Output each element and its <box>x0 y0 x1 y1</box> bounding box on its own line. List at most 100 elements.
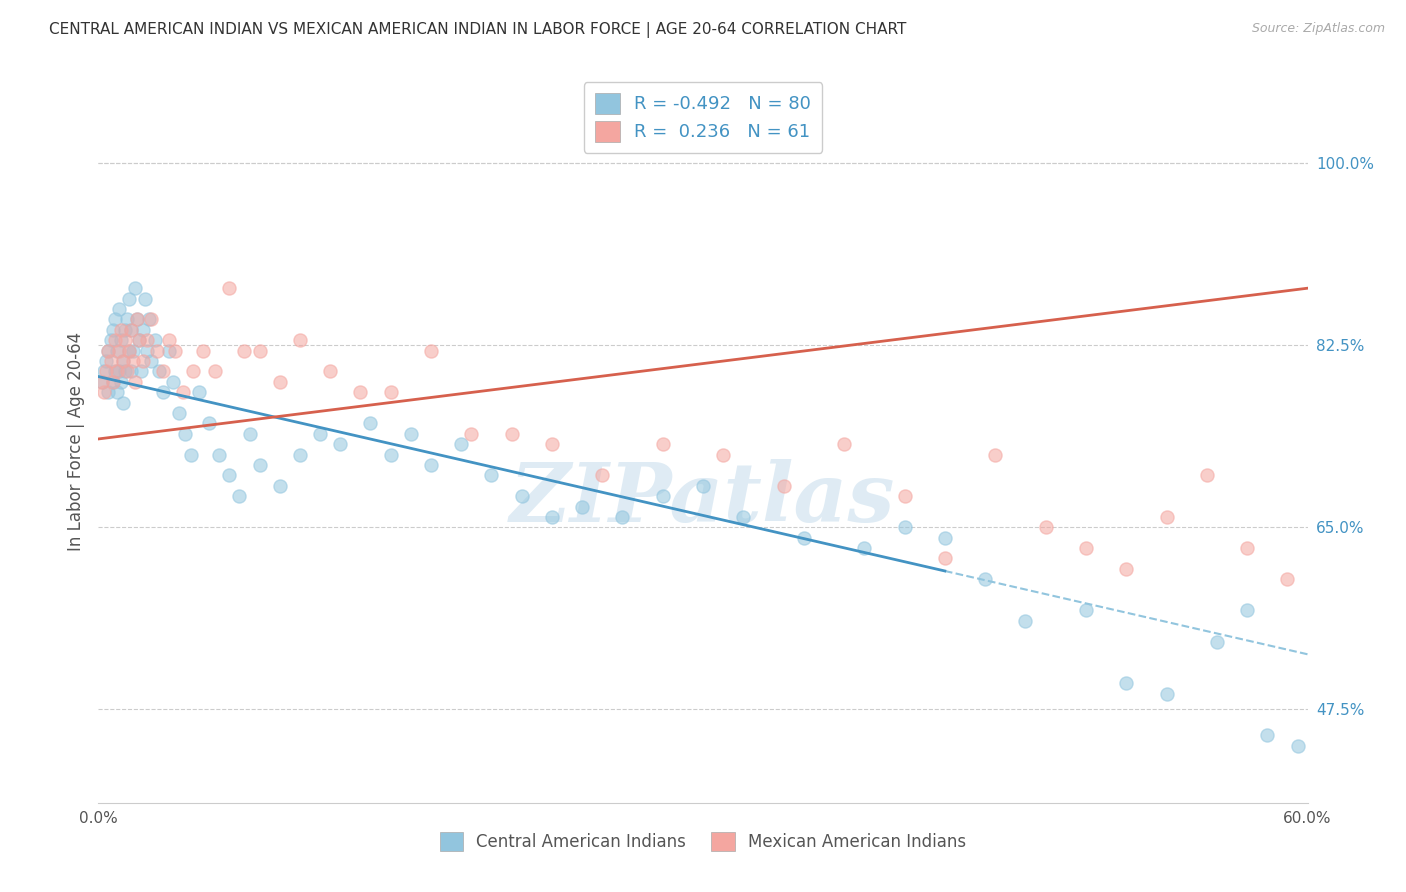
Point <box>193 343 215 358</box>
Point <box>380 448 402 462</box>
Point <box>115 312 138 326</box>
Point <box>571 500 593 514</box>
Point <box>135 333 157 347</box>
Point <box>93 364 115 378</box>
Point <box>1286 739 1309 753</box>
Point <box>107 343 129 358</box>
Point <box>319 364 342 378</box>
Point <box>733 509 755 524</box>
Text: ZIPatlas: ZIPatlas <box>510 459 896 540</box>
Point <box>1156 509 1178 524</box>
Point <box>101 323 124 337</box>
Point <box>157 343 180 358</box>
Point <box>893 489 915 503</box>
Point <box>181 364 204 378</box>
Point <box>349 385 371 400</box>
Point <box>793 531 815 545</box>
Point <box>188 385 211 400</box>
Point <box>129 364 152 378</box>
Point <box>97 385 120 400</box>
Point <box>163 343 186 358</box>
Point <box>481 468 503 483</box>
Point <box>1236 603 1258 617</box>
Point <box>711 448 734 462</box>
Point <box>114 323 136 337</box>
Point <box>591 468 613 483</box>
Point <box>288 448 311 462</box>
Point <box>204 364 226 378</box>
Point <box>111 395 134 409</box>
Point <box>105 385 128 400</box>
Point <box>97 343 120 358</box>
Point <box>853 541 876 555</box>
Point <box>174 426 197 441</box>
Point <box>1074 541 1097 555</box>
Point <box>110 323 132 337</box>
Point <box>984 448 1007 462</box>
Point <box>1316 489 1339 503</box>
Point <box>91 375 114 389</box>
Point <box>651 437 673 451</box>
Point <box>105 364 128 378</box>
Point <box>232 343 254 358</box>
Point <box>1256 728 1278 742</box>
Point <box>124 281 146 295</box>
Point <box>107 364 129 378</box>
Point <box>249 458 271 472</box>
Point <box>218 281 240 295</box>
Point <box>100 333 122 347</box>
Point <box>934 531 956 545</box>
Point <box>772 479 794 493</box>
Point <box>139 354 162 368</box>
Point <box>1236 541 1258 555</box>
Point <box>208 448 231 462</box>
Point <box>101 375 124 389</box>
Point <box>114 333 136 347</box>
Point <box>269 479 291 493</box>
Point <box>157 333 180 347</box>
Point <box>198 417 221 431</box>
Point <box>152 364 174 378</box>
Point <box>692 479 714 493</box>
Point <box>309 426 332 441</box>
Point <box>110 375 132 389</box>
Point <box>146 343 169 358</box>
Point <box>228 489 250 503</box>
Point <box>118 343 141 358</box>
Point <box>111 354 134 368</box>
Point <box>93 385 115 400</box>
Point <box>218 468 240 483</box>
Point <box>180 448 202 462</box>
Point <box>103 312 125 326</box>
Point <box>110 333 132 347</box>
Point <box>128 333 150 347</box>
Point <box>120 364 142 378</box>
Point <box>420 343 443 358</box>
Point <box>1074 603 1097 617</box>
Point <box>167 406 190 420</box>
Point <box>96 364 118 378</box>
Point <box>540 509 562 524</box>
Point <box>143 333 166 347</box>
Point <box>360 417 382 431</box>
Point <box>115 364 138 378</box>
Point <box>101 375 124 389</box>
Point <box>125 312 148 326</box>
Point <box>510 489 533 503</box>
Point <box>1014 614 1036 628</box>
Point <box>239 426 262 441</box>
Point <box>501 426 523 441</box>
Point <box>1357 437 1379 451</box>
Point <box>105 343 128 358</box>
Point <box>100 354 122 368</box>
Point <box>134 292 156 306</box>
Point <box>97 343 120 358</box>
Point <box>148 364 170 378</box>
Point <box>1035 520 1057 534</box>
Point <box>96 354 118 368</box>
Point <box>152 385 174 400</box>
Point <box>1115 676 1137 690</box>
Point <box>399 426 422 441</box>
Point <box>120 323 142 337</box>
Point <box>249 343 271 358</box>
